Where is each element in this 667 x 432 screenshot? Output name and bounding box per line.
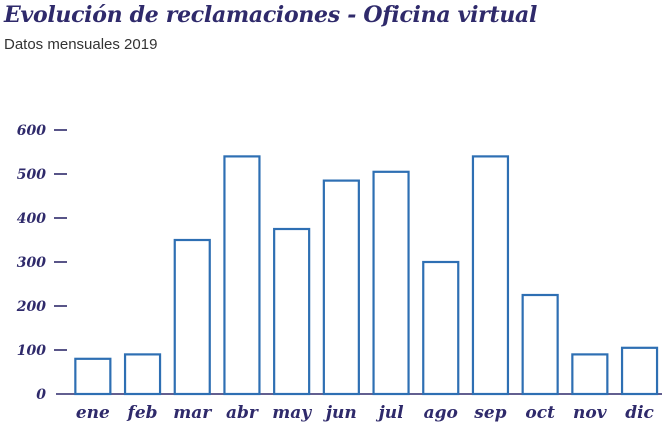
y-tick-label: 400 <box>17 211 46 227</box>
bar-nov <box>571 353 609 396</box>
bar-may <box>273 227 311 396</box>
x-category-label: ago <box>424 403 458 423</box>
bar-mar <box>173 238 211 396</box>
y-tick-label: 200 <box>16 299 46 315</box>
x-category-label: oct <box>525 403 555 423</box>
y-tick-label: 600 <box>17 123 46 139</box>
x-category-label: feb <box>127 403 158 423</box>
chart-subtitle: Datos mensuales 2019 <box>4 36 158 53</box>
bar-jul <box>372 170 410 396</box>
x-category-label: mar <box>173 403 212 423</box>
bar-jun <box>322 179 360 396</box>
y-tick-label: 300 <box>17 255 46 271</box>
bar-abr <box>223 155 261 396</box>
x-category-label: abr <box>226 403 259 423</box>
x-category-label: jul <box>376 403 405 423</box>
x-category-label: sep <box>473 403 506 423</box>
bar-dic <box>620 346 659 396</box>
x-category-label: jun <box>323 403 357 423</box>
chart-title: Evolución de reclamaciones - Oficina vir… <box>4 2 538 28</box>
x-category-label: ene <box>76 403 110 423</box>
x-category-label: dic <box>625 403 654 423</box>
bar-ene <box>74 357 112 396</box>
y-tick-label: 500 <box>17 167 46 183</box>
bar-ago <box>422 260 460 396</box>
y-tick-label: 100 <box>17 343 46 359</box>
bar-feb <box>123 353 162 396</box>
bar-oct <box>521 293 559 396</box>
x-category-label: nov <box>573 403 608 423</box>
bar-sep <box>471 155 510 396</box>
y-tick-label: 0 <box>36 387 46 403</box>
x-category-label: may <box>272 403 312 423</box>
